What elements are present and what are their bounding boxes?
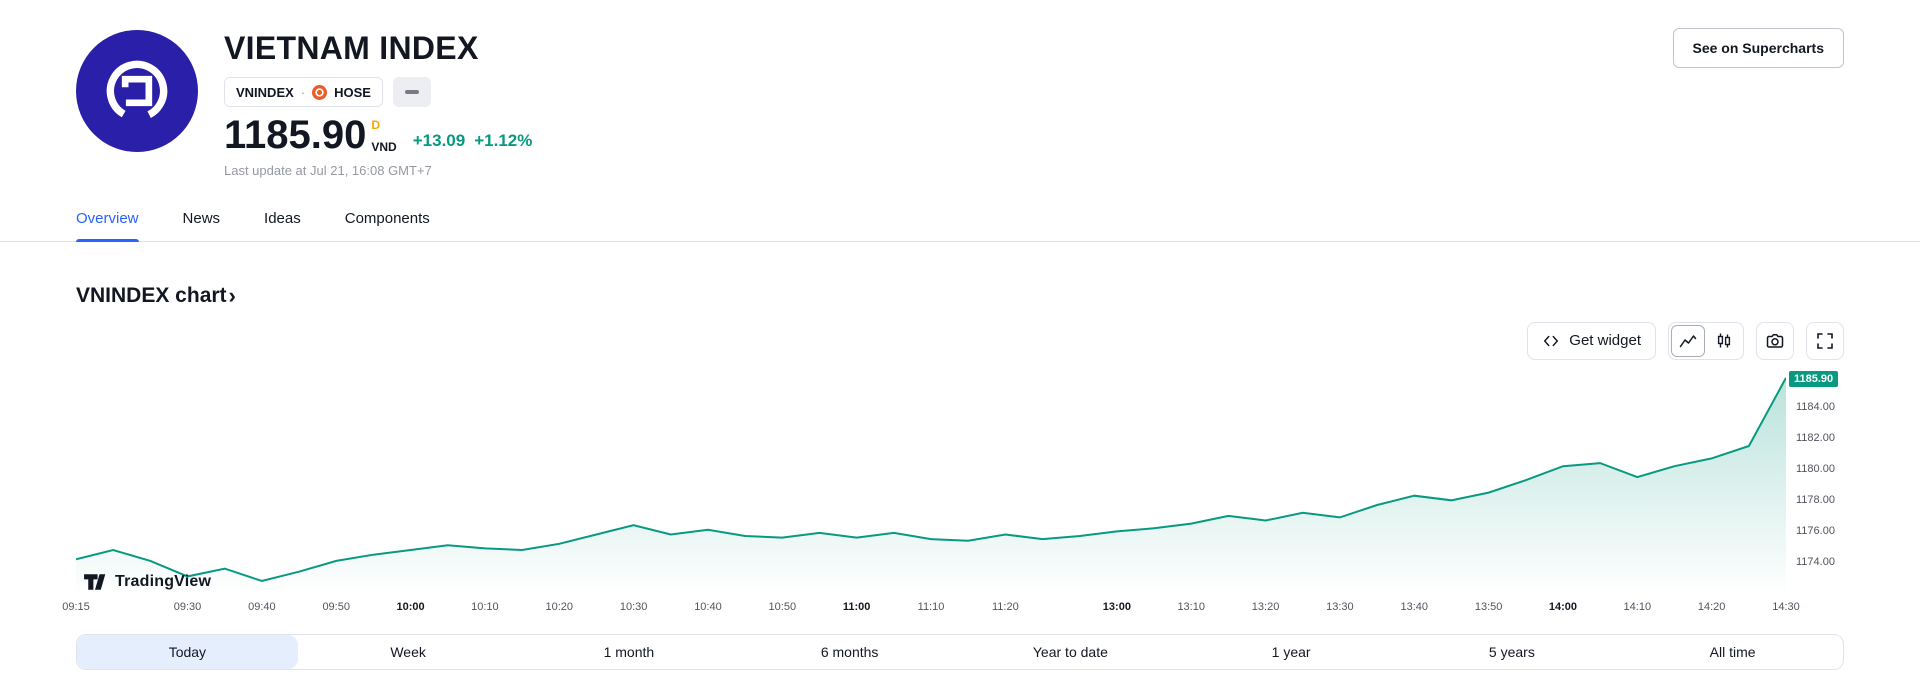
x-axis-label: 13:20 bbox=[1251, 600, 1280, 613]
page: VIETNAM INDEX VNINDEX · HOSE bbox=[0, 0, 1920, 670]
see-on-supercharts-button[interactable]: See on Supercharts bbox=[1672, 28, 1844, 68]
x-axis-label: 11:20 bbox=[991, 600, 1019, 613]
current-price: 1185.90 bbox=[224, 113, 367, 157]
area-chart-icon bbox=[1679, 335, 1697, 348]
tradingview-logo-icon bbox=[82, 573, 108, 591]
tradingview-logo-text: TradingView bbox=[115, 572, 212, 590]
range-all-time[interactable]: All time bbox=[1709, 643, 1756, 660]
chart-plot-area[interactable]: TradingView bbox=[76, 370, 1786, 595]
candles-chart-type-button[interactable] bbox=[1707, 324, 1741, 357]
x-axis-label: 14:00 bbox=[1548, 600, 1578, 613]
x-axis-label: 14:30 bbox=[1772, 600, 1800, 613]
range-5-years[interactable]: 5 years bbox=[1488, 643, 1535, 660]
x-axis-label: 13:50 bbox=[1474, 600, 1503, 613]
main-content: VNINDEX chart › Get widget bbox=[0, 284, 1920, 670]
area-chart-type-button[interactable] bbox=[1671, 324, 1705, 357]
chart-toolbar: Get widget bbox=[76, 321, 1844, 360]
get-widget-button[interactable]: Get widget bbox=[1527, 321, 1656, 360]
x-axis-label: 13:10 bbox=[1177, 600, 1205, 613]
x-axis-label: 11:00 bbox=[842, 600, 871, 613]
x-axis-label: 13:00 bbox=[1102, 600, 1131, 613]
range-today[interactable]: Today bbox=[77, 634, 298, 669]
symbol-exchange-badge[interactable]: VNINDEX · HOSE bbox=[224, 77, 383, 107]
dash-icon bbox=[404, 90, 419, 94]
price-row: 1185.90 D VND +13.09 +1.12% bbox=[224, 113, 533, 157]
price-change-percent: +1.12% bbox=[474, 130, 533, 150]
symbol-name: VNINDEX bbox=[236, 84, 294, 100]
x-axis-label: 13:30 bbox=[1326, 600, 1354, 613]
y-axis-label: 1174.00 bbox=[1796, 556, 1835, 569]
x-axis-label: 09:30 bbox=[173, 600, 202, 613]
date-range-selector: Today Week 1 month 6 months Year to date 1 ye… bbox=[76, 633, 1844, 670]
x-axis-label: 10:30 bbox=[619, 600, 648, 613]
chart-type-switch bbox=[1668, 321, 1744, 360]
section-title-row: VNINDEX chart › bbox=[76, 284, 1844, 308]
last-update-text: Last update at Jul 21, 16:08 GMT+7 bbox=[224, 162, 432, 178]
symbol-logo bbox=[76, 30, 198, 152]
page-title: VIETNAM INDEX bbox=[224, 30, 479, 66]
price-change: +13.09 +1.12% bbox=[413, 131, 533, 154]
x-axis-label: 11:10 bbox=[917, 600, 945, 613]
x-axis-label: 09:40 bbox=[248, 600, 276, 613]
tab-overview[interactable]: Overview bbox=[76, 204, 139, 242]
x-axis-label: 10:50 bbox=[768, 600, 797, 613]
x-axis-label: 10:00 bbox=[396, 600, 425, 613]
fullscreen-icon bbox=[1817, 332, 1833, 349]
tabs-list: Overview News Ideas Components bbox=[0, 204, 1920, 242]
snapshot-button[interactable] bbox=[1756, 321, 1794, 360]
candles-icon bbox=[1717, 333, 1731, 348]
tabs-nav: Overview News Ideas Components bbox=[0, 204, 1920, 242]
badge-row: VNINDEX · HOSE bbox=[224, 77, 532, 107]
range-1-year[interactable]: 1 year bbox=[1271, 643, 1311, 660]
tab-components[interactable]: Components bbox=[344, 209, 430, 227]
fullscreen-button[interactable] bbox=[1806, 321, 1844, 360]
tradingview-watermark[interactable]: TradingView bbox=[82, 573, 211, 591]
separator-dot: · bbox=[300, 84, 306, 100]
x-axis-label: 10:40 bbox=[694, 600, 722, 613]
section-title-link[interactable]: VNINDEX chart › bbox=[76, 284, 236, 308]
x-axis-label: 14:10 bbox=[1623, 600, 1652, 613]
exchange-name: HOSE bbox=[334, 84, 371, 100]
last-price-tag: 1185.90 bbox=[1789, 370, 1839, 387]
tab-ideas[interactable]: Ideas bbox=[264, 209, 301, 227]
y-axis-label: 1182.00 bbox=[1796, 432, 1835, 445]
symbol-header: VIETNAM INDEX VNINDEX · HOSE bbox=[0, 0, 1920, 178]
y-axis-label: 1180.00 bbox=[1796, 463, 1835, 476]
x-axis-label: 09:50 bbox=[322, 600, 350, 613]
symbol-info: VIETNAM INDEX VNINDEX · HOSE bbox=[224, 30, 532, 178]
hose-exchange-icon bbox=[312, 84, 328, 100]
tab-news[interactable]: News bbox=[182, 209, 221, 227]
y-axis-label: 1178.00 bbox=[1796, 494, 1835, 507]
x-axis-label: 14:20 bbox=[1697, 600, 1726, 613]
range-week[interactable]: Week bbox=[390, 643, 426, 660]
range-year-to-date[interactable]: Year to date bbox=[1032, 643, 1108, 660]
x-axis-label: 13:40 bbox=[1400, 600, 1429, 613]
code-icon bbox=[1542, 332, 1560, 350]
range-1-month[interactable]: 1 month bbox=[603, 643, 655, 660]
price-chart[interactable]: TradingView 1185.90 1184.00 1182.00 1180.0… bbox=[76, 370, 1844, 595]
get-widget-label: Get widget bbox=[1569, 332, 1641, 350]
time-axis: 09:15 09:30 09:40 09:50 10:00 10:10 10:20 10:30… bbox=[62, 600, 1800, 616]
y-axis-label: 1176.00 bbox=[1796, 525, 1835, 538]
camera-icon bbox=[1766, 333, 1784, 348]
chevron-right-icon: › bbox=[228, 282, 236, 308]
market-session-flag: D bbox=[371, 117, 381, 132]
x-axis-label: 10:20 bbox=[545, 600, 574, 613]
area-chart-svg bbox=[76, 370, 1786, 595]
hose-emblem-icon bbox=[106, 60, 168, 122]
range-6-months[interactable]: 6 months bbox=[820, 643, 879, 660]
x-axis-label: 09:15 bbox=[62, 600, 90, 613]
y-axis-label: 1184.00 bbox=[1796, 400, 1835, 413]
section-title-text: VNINDEX chart bbox=[76, 283, 227, 307]
price-unit-column: D VND bbox=[371, 118, 396, 154]
currency-label: VND bbox=[371, 139, 397, 154]
flag-button[interactable] bbox=[392, 77, 431, 107]
price-axis: 1185.90 1184.00 1182.00 1180.00 1178.00 1176… bbox=[1786, 370, 1844, 595]
price-change-absolute: +13.09 bbox=[412, 130, 466, 150]
x-axis-label: 10:10 bbox=[471, 600, 499, 613]
